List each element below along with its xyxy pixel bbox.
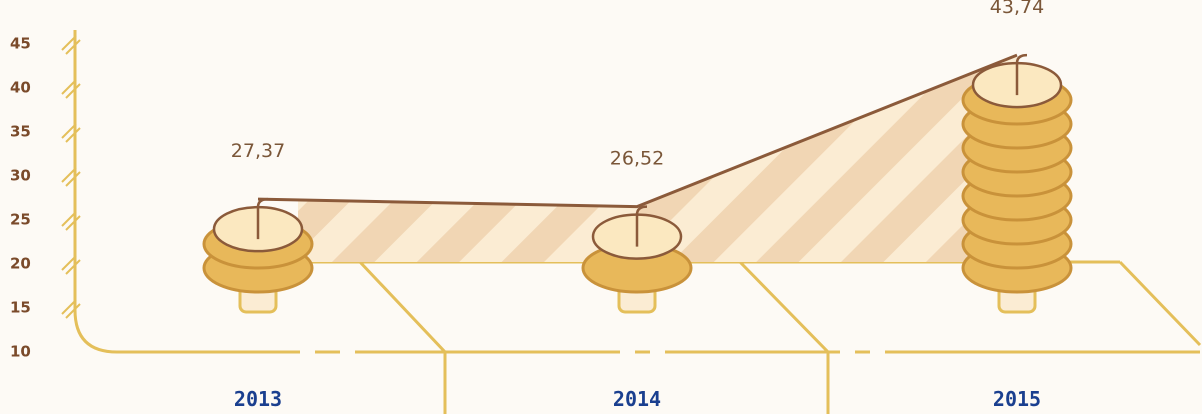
y-tick-label: 40 xyxy=(10,79,31,97)
tick-mark xyxy=(61,35,81,55)
area xyxy=(258,55,1017,263)
y-tick-label: 45 xyxy=(10,35,31,53)
y-tick-label: 10 xyxy=(10,343,31,361)
tick-mark xyxy=(61,211,81,231)
y-tick-label: 25 xyxy=(10,211,31,229)
y-tick-label: 15 xyxy=(10,299,31,317)
value-label: 27,37 xyxy=(231,140,285,162)
tick-mark xyxy=(61,299,81,319)
coin-stem xyxy=(635,205,648,247)
x-tick-label: 2013 xyxy=(234,387,282,411)
x-tick-label: 2015 xyxy=(993,387,1041,411)
value-label: 26,52 xyxy=(610,148,664,170)
tick-mark xyxy=(61,255,81,275)
coin-stack xyxy=(202,197,314,314)
coin-stem xyxy=(1015,53,1028,96)
coin-stack xyxy=(581,205,693,314)
y-tick-label: 35 xyxy=(10,123,31,141)
y-tick-label: 20 xyxy=(10,255,31,273)
value-label: 43,74 xyxy=(990,0,1044,18)
tick-mark xyxy=(61,79,81,99)
coin-stem xyxy=(256,197,269,240)
coin-stack xyxy=(961,53,1073,314)
line xyxy=(257,53,1018,209)
tick-mark xyxy=(61,123,81,143)
y-tick-label: 30 xyxy=(10,167,31,185)
tick-mark xyxy=(61,167,81,187)
x-tick-label: 2014 xyxy=(613,387,661,411)
